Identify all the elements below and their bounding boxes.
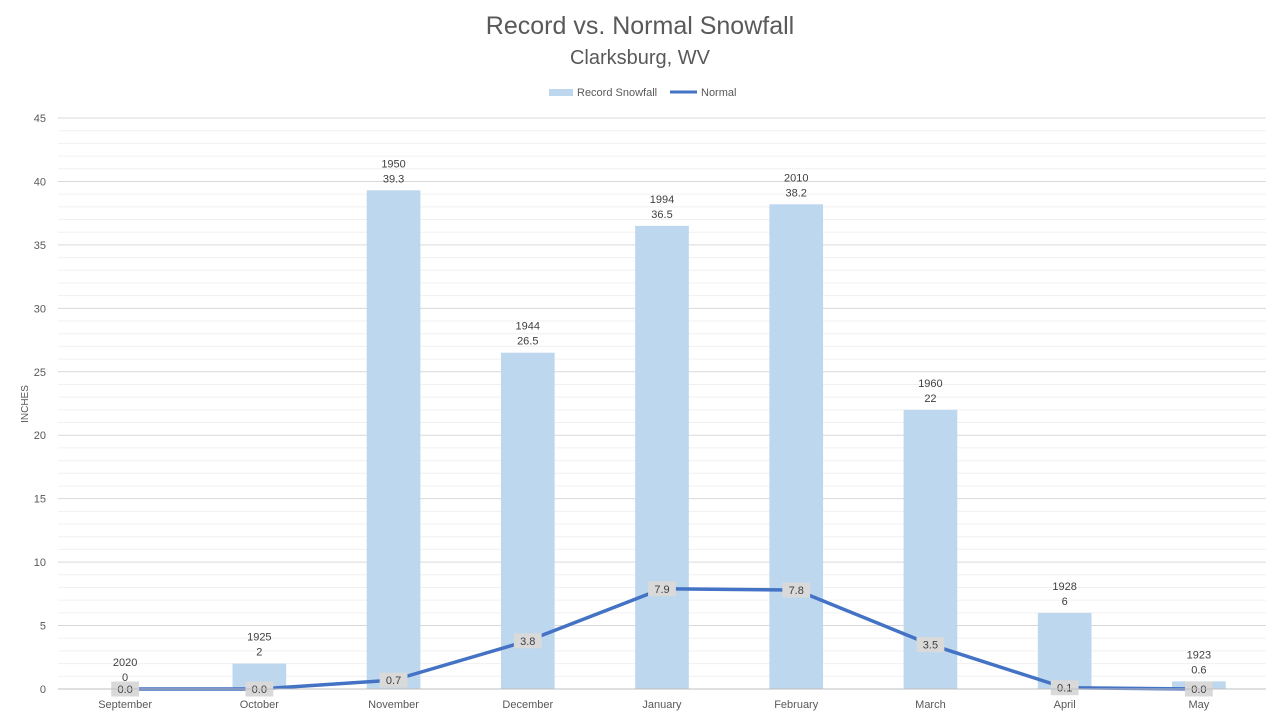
record-bar-january <box>635 225 689 689</box>
normal-label-box <box>513 633 542 649</box>
x-tick-label-march: March <box>915 699 946 711</box>
record-year-label: 1923 <box>1187 649 1211 661</box>
normal-value-label: 0.0 <box>1191 684 1206 696</box>
record-value-label: 38.2 <box>786 187 807 199</box>
record-value-label: 2 <box>256 647 262 659</box>
chart-subtitle: Clarksburg, WV <box>570 47 711 69</box>
record-bar-april <box>1037 612 1092 689</box>
record-value-label: 0 <box>122 672 128 684</box>
record-year-label: 1960 <box>918 378 942 390</box>
normal-value-label: 0.7 <box>386 675 401 687</box>
record-year-label: 2010 <box>784 172 808 184</box>
record-year-label: 1950 <box>381 158 405 170</box>
record-value-label: 26.5 <box>517 336 538 348</box>
x-tick-label-december: December <box>502 699 553 711</box>
y-tick-label: 30 <box>34 303 46 315</box>
normal-label-box <box>1050 680 1079 696</box>
record-value-label: 0.6 <box>1191 664 1206 676</box>
normal-label-box <box>916 637 945 653</box>
legend-label-normal: Normal <box>701 87 736 99</box>
y-tick-label: 45 <box>34 113 46 125</box>
record-bar-november <box>366 190 421 689</box>
chart-title: Record vs. Normal Snowfall <box>486 12 794 40</box>
legend-label-record-snowfall: Record Snowfall <box>577 87 657 99</box>
y-tick-label: 20 <box>34 430 46 442</box>
normal-value-label: 0.0 <box>252 684 267 696</box>
x-tick-label-january: January <box>642 699 682 711</box>
normal-label-box <box>648 581 676 597</box>
y-tick-label: 5 <box>40 621 46 633</box>
record-year-label: 2020 <box>113 657 137 669</box>
y-tick-label: 25 <box>34 367 46 379</box>
x-tick-label-september: September <box>98 699 152 711</box>
normal-value-label: 3.8 <box>520 636 535 648</box>
record-value-label: 39.3 <box>383 173 404 185</box>
legend: Record Snowfall Normal <box>549 87 736 99</box>
y-tick-label: 15 <box>34 494 46 506</box>
x-tick-label-november: November <box>368 699 419 711</box>
normal-line-series: 0.0 0.00.73.87.9 7.83.50.1 0.0 <box>111 581 1213 697</box>
legend-swatch-record-snowfall <box>549 89 573 96</box>
normal-value-label: 7.8 <box>789 585 804 597</box>
normal-value-label: 7.9 <box>654 584 669 596</box>
record-value-label: 6 <box>1062 596 1068 608</box>
record-value-label: 22 <box>924 393 936 405</box>
y-tick-label: 0 <box>40 684 46 696</box>
y-axis-ticks: 0 5 10 15 20 25 30 35 40 45 <box>34 113 46 696</box>
x-tick-label-may: May <box>1188 699 1209 711</box>
x-tick-label-february: February <box>774 699 819 711</box>
x-axis-ticks: September October November December January F… <box>58 688 1266 711</box>
record-bar-february <box>769 204 824 690</box>
normal-label-box <box>379 672 408 688</box>
normal-value-label: 0.0 <box>117 684 132 696</box>
y-tick-label: 35 <box>34 240 46 252</box>
normal-value-label: 3.5 <box>923 640 938 652</box>
record-snowfall-bars: 2020 0 1925 2 1950 39.3 1944 26.5 1994 36.5 2010 38… <box>113 158 1226 690</box>
record-year-label: 1944 <box>516 321 540 333</box>
record-year-label: 1994 <box>650 194 674 206</box>
normal-label-box <box>782 582 811 598</box>
y-axis-label: INCHES <box>20 385 31 423</box>
record-value-label: 36.5 <box>651 209 672 221</box>
x-tick-label-april: April <box>1054 699 1076 711</box>
x-tick-label-october: October <box>240 699 279 711</box>
y-tick-label: 40 <box>34 176 46 188</box>
record-year-label: 1925 <box>247 632 271 644</box>
y-tick-label: 10 <box>34 557 46 569</box>
record-year-label: 1928 <box>1052 581 1076 593</box>
